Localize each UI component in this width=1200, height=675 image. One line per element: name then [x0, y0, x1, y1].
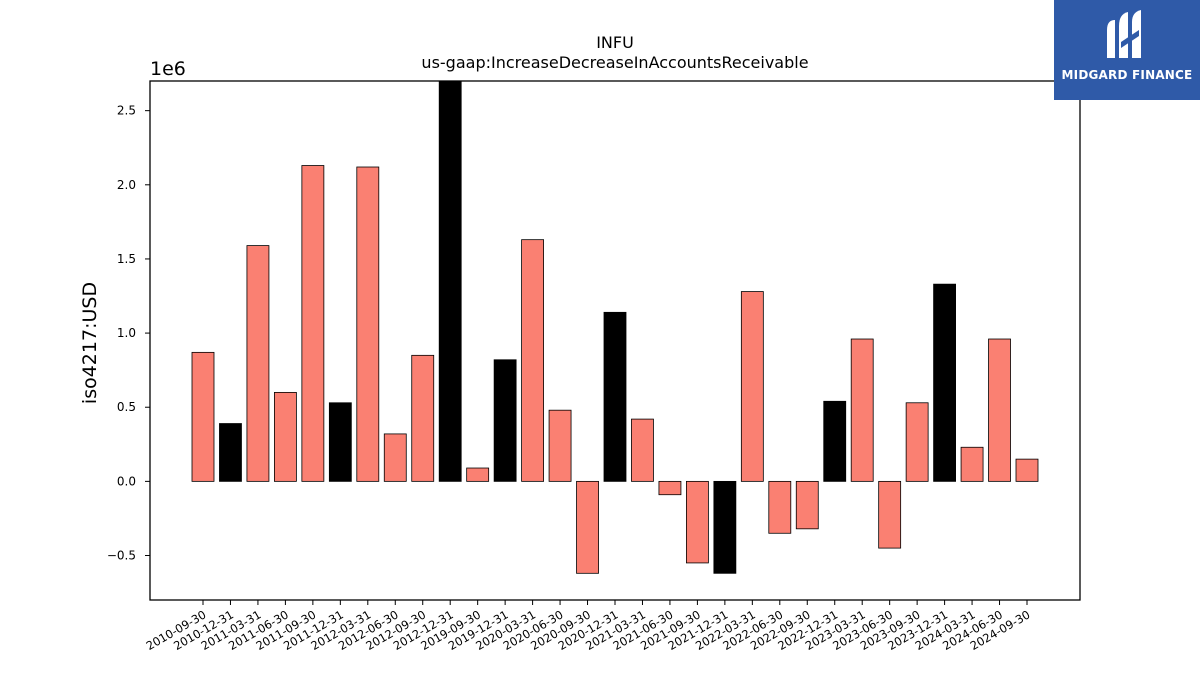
bar — [273, 391, 297, 482]
bar — [191, 351, 215, 482]
bar — [933, 283, 956, 482]
bar — [1015, 458, 1039, 482]
y-tick-label: 0.0 — [117, 474, 136, 488]
bar — [713, 480, 737, 574]
x-ticks-group: 2010-09-302010-12-312011-03-312011-06-30… — [144, 600, 1033, 653]
bar — [246, 245, 270, 482]
y-ticks-group: −0.5 0.0 0.5 1.0 1.5 2.0 2.5 — [107, 104, 150, 563]
bar — [328, 402, 352, 482]
bar — [768, 480, 792, 534]
chart-title: INFU — [596, 33, 634, 52]
brand-logo: MIDGARD FINANCE — [1054, 0, 1200, 100]
y-axis-multiplier: 1e6 — [150, 58, 186, 80]
bar — [631, 418, 654, 482]
bars-group — [191, 80, 1039, 574]
bar — [548, 409, 572, 482]
brand-name: MIDGARD FINANCE — [1061, 68, 1193, 82]
midgard-m-logo-icon — [1107, 10, 1141, 58]
y-tick-label: 2.0 — [117, 178, 136, 192]
bar — [219, 423, 242, 482]
bar — [795, 480, 819, 530]
bar — [960, 446, 984, 482]
chart-subtitle: us-gaap:IncreaseDecreaseInAccountsReceiv… — [421, 53, 808, 72]
bar — [988, 338, 1011, 482]
bar — [740, 291, 764, 482]
bar — [466, 467, 490, 482]
bar — [383, 433, 407, 482]
bar — [878, 480, 902, 549]
bar — [603, 311, 627, 482]
y-tick-label: 0.5 — [117, 400, 136, 414]
bar — [438, 80, 462, 482]
bar — [686, 480, 709, 564]
y-tick-label: 2.5 — [117, 104, 136, 118]
bar — [356, 166, 380, 482]
y-tick-label: 1.0 — [117, 326, 136, 340]
bar — [823, 400, 847, 482]
y-tick-label: 1.5 — [117, 252, 136, 266]
bar — [411, 354, 435, 482]
bar — [301, 165, 325, 482]
bar — [493, 359, 517, 482]
bar — [521, 239, 544, 482]
bar — [658, 480, 682, 496]
y-axis-label: iso4217:USD — [79, 282, 101, 404]
bar — [576, 480, 599, 574]
bar — [850, 338, 874, 482]
bar — [905, 402, 929, 482]
plot-frame — [149, 80, 1081, 601]
y-tick-label: −0.5 — [107, 549, 136, 563]
